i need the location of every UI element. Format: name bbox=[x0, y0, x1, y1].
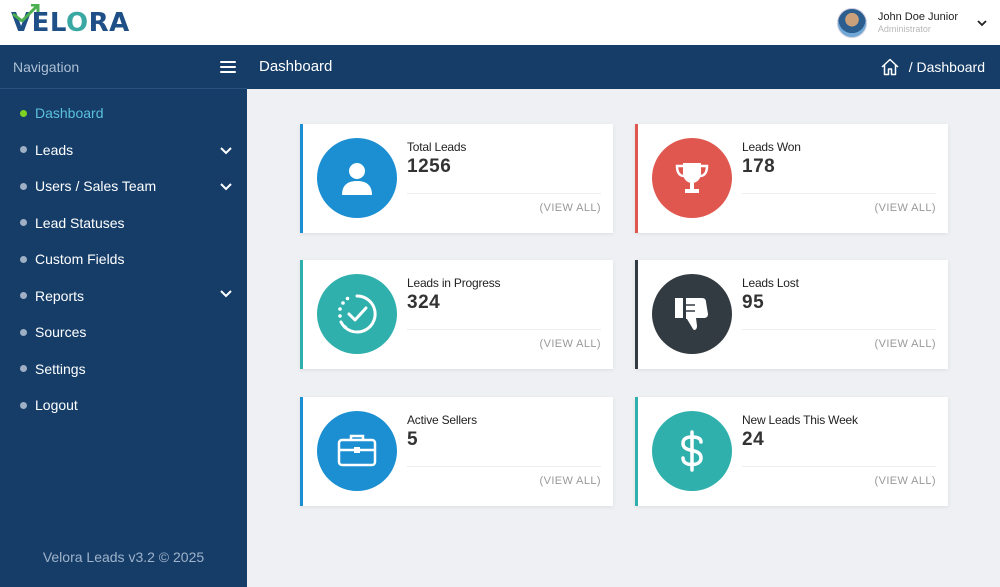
sidebar-footer: Velora Leads v3.2 © 2025 bbox=[42, 549, 205, 565]
stat-value: 24 bbox=[742, 429, 765, 450]
sidebar-item-label: Settings bbox=[35, 360, 86, 377]
sidebar-item-label: Logout bbox=[35, 397, 78, 414]
sidebar-item-label: Users / Sales Team bbox=[35, 178, 157, 195]
user-name: John Doe Junior bbox=[877, 11, 958, 23]
brand-logo[interactable]: VELORA bbox=[11, 4, 130, 40]
bullet-icon bbox=[20, 365, 27, 373]
stat-card-total-leads[interactable]: Total Leads 1256 (VIEW ALL) bbox=[300, 124, 613, 233]
stat-value: 5 bbox=[407, 429, 419, 450]
stat-value: 95 bbox=[742, 292, 765, 313]
sidebar-item-settings[interactable]: Settings bbox=[0, 351, 247, 388]
bullet-icon bbox=[20, 219, 27, 227]
sidebar-item-dashboard[interactable]: Dashboard bbox=[0, 95, 247, 132]
stat-label: Total Leads bbox=[407, 140, 467, 154]
user-icon bbox=[342, 163, 372, 195]
sidebar: Navigation Dashboard Leads Users / Sales… bbox=[0, 45, 247, 587]
stat-card-active-sellers[interactable]: Active Sellers 5 (VIEW ALL) bbox=[300, 397, 613, 506]
user-menu[interactable]: John Doe Junior Administrator bbox=[836, 8, 988, 38]
view-all-link[interactable]: (VIEW ALL) bbox=[874, 202, 936, 214]
brand-name: VELORA bbox=[11, 8, 130, 38]
stat-circle bbox=[317, 411, 397, 491]
sidebar-item-custom-fields[interactable]: Custom Fields bbox=[0, 241, 247, 278]
hamburger-menu-icon[interactable] bbox=[220, 60, 236, 73]
stat-circle bbox=[317, 274, 397, 354]
home-icon[interactable] bbox=[880, 57, 900, 77]
view-all-link[interactable]: (VIEW ALL) bbox=[539, 338, 601, 350]
chevron-down-icon[interactable] bbox=[976, 17, 988, 29]
thumbs-down-icon bbox=[675, 298, 708, 330]
stat-card-new-leads-this-week[interactable]: New Leads This Week 24 (VIEW ALL) bbox=[635, 397, 948, 506]
breadcrumb-current[interactable]: / Dashboard bbox=[908, 59, 985, 75]
divider bbox=[742, 193, 936, 194]
stat-circle bbox=[652, 274, 732, 354]
sidebar-item-label: Lead Statuses bbox=[35, 214, 125, 231]
stat-value: 324 bbox=[407, 292, 441, 313]
breadcrumb: / Dashboard bbox=[880, 57, 985, 77]
chevron-down-icon[interactable] bbox=[219, 286, 233, 300]
bullet-icon bbox=[20, 109, 27, 117]
sidebar-item-label: Reports bbox=[35, 287, 85, 304]
stat-circle bbox=[317, 138, 397, 218]
user-role: Administrator bbox=[877, 24, 931, 34]
view-all-link[interactable]: (VIEW ALL) bbox=[874, 338, 936, 350]
progress-check-icon bbox=[338, 294, 377, 334]
chevron-down-icon[interactable] bbox=[219, 143, 233, 157]
sidebar-item-label: Dashboard bbox=[35, 105, 104, 122]
bullet-icon bbox=[20, 292, 27, 300]
view-all-link[interactable]: (VIEW ALL) bbox=[539, 202, 601, 214]
divider bbox=[407, 329, 601, 330]
sidebar-nav: Dashboard Leads Users / Sales Team Lead … bbox=[0, 89, 247, 424]
bullet-icon bbox=[20, 255, 27, 263]
stat-label: Leads Lost bbox=[742, 276, 799, 290]
user-info: John Doe Junior Administrator bbox=[878, 11, 958, 35]
top-header: VELORA John Doe Junior Administrator bbox=[0, 0, 1000, 45]
divider bbox=[742, 329, 936, 330]
sidebar-item-label: Leads bbox=[35, 141, 74, 158]
sidebar-item-label: Sources bbox=[35, 324, 87, 341]
bullet-icon bbox=[20, 146, 27, 154]
stat-circle bbox=[652, 138, 732, 218]
divider bbox=[407, 466, 601, 467]
view-all-link[interactable]: (VIEW ALL) bbox=[874, 475, 936, 487]
avatar[interactable] bbox=[836, 8, 867, 38]
stat-value: 1256 bbox=[407, 156, 452, 177]
divider bbox=[742, 466, 936, 467]
bullet-icon bbox=[20, 182, 27, 190]
chevron-down-icon[interactable] bbox=[219, 179, 233, 193]
sidebar-item-lead-statuses[interactable]: Lead Statuses bbox=[0, 205, 247, 242]
sidebar-title: Navigation bbox=[13, 58, 80, 75]
stat-card-leads-lost[interactable]: Leads Lost 95 (VIEW ALL) bbox=[635, 260, 948, 369]
view-all-link[interactable]: (VIEW ALL) bbox=[539, 475, 601, 487]
stat-card-leads-won[interactable]: Leads Won 178 (VIEW ALL) bbox=[635, 124, 948, 233]
trophy-icon bbox=[675, 163, 709, 193]
sidebar-item-sources[interactable]: Sources bbox=[0, 314, 247, 351]
stat-card-leads-in-progress[interactable]: Leads in Progress 324 (VIEW ALL) bbox=[300, 260, 613, 369]
sidebar-item-logout[interactable]: Logout bbox=[0, 387, 247, 424]
sidebar-item-reports[interactable]: Reports bbox=[0, 278, 247, 315]
stat-circle bbox=[652, 411, 732, 491]
page-title: Dashboard bbox=[259, 58, 333, 75]
logo-arrow-icon bbox=[12, 4, 40, 22]
bullet-icon bbox=[20, 328, 27, 336]
sidebar-item-leads[interactable]: Leads bbox=[0, 132, 247, 169]
stat-label: Leads Won bbox=[742, 140, 801, 154]
stat-label: New Leads This Week bbox=[742, 413, 858, 427]
sidebar-item-label: Custom Fields bbox=[35, 251, 125, 268]
content-header: Dashboard / Dashboard bbox=[247, 45, 1000, 89]
sidebar-header: Navigation bbox=[0, 45, 247, 89]
divider bbox=[407, 193, 601, 194]
stat-label: Active Sellers bbox=[407, 413, 477, 427]
stat-label: Leads in Progress bbox=[407, 276, 501, 290]
dollar-icon bbox=[681, 430, 703, 472]
briefcase-icon bbox=[337, 434, 377, 467]
stat-value: 178 bbox=[742, 156, 776, 177]
sidebar-item-users-sales-team[interactable]: Users / Sales Team bbox=[0, 168, 247, 205]
bullet-icon bbox=[20, 401, 27, 409]
